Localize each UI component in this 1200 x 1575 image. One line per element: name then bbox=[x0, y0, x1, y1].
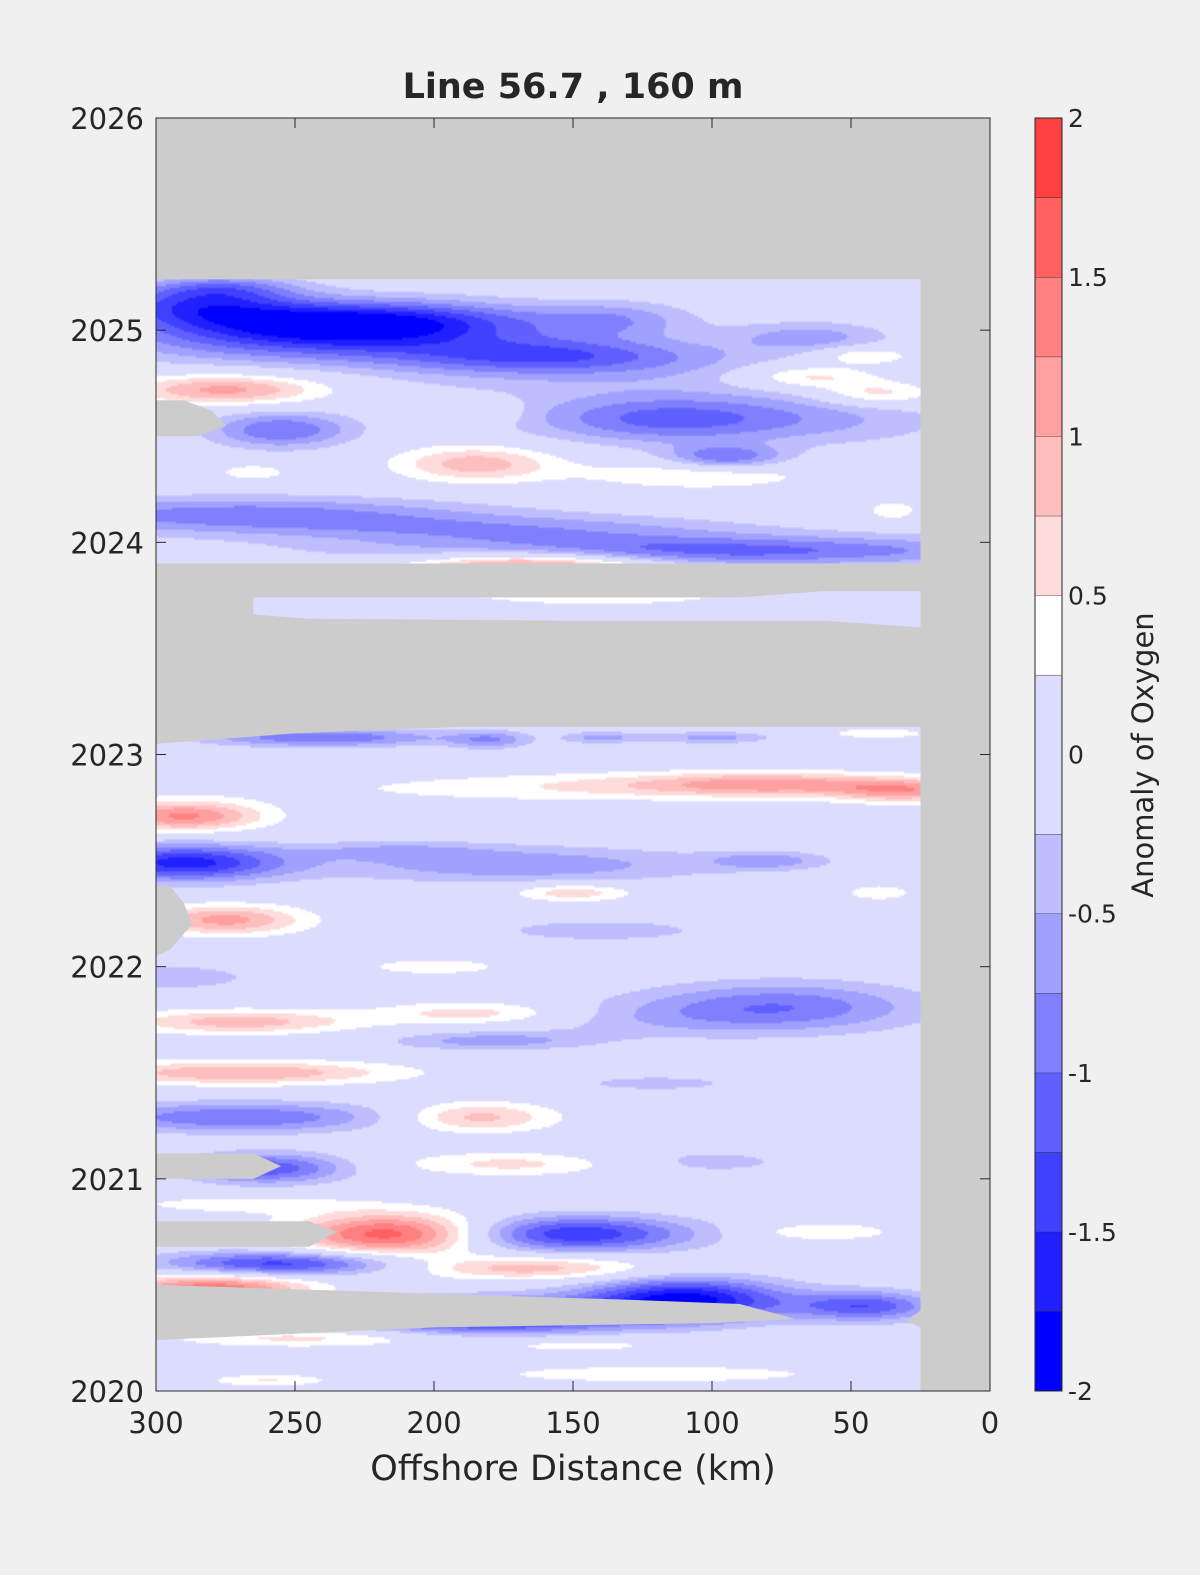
colorbar-band bbox=[1035, 1311, 1062, 1391]
nodata-region bbox=[156, 597, 921, 744]
nodata-region bbox=[156, 1153, 282, 1179]
colorbar-ticks: 2 1.5 1 0.5 0 -0.5 -1 -1.5 -2 bbox=[1068, 104, 1117, 1406]
colorbar-band bbox=[1035, 118, 1062, 198]
nodata-region bbox=[156, 400, 226, 437]
chart-title: Line 56.7 , 160 m bbox=[403, 67, 744, 107]
x-tick-label: 0 bbox=[981, 1406, 999, 1440]
colorbar-tick-label: 1 bbox=[1068, 422, 1084, 451]
colorbar-band bbox=[1035, 277, 1062, 357]
x-tick-label: 50 bbox=[833, 1406, 870, 1440]
x-tick-label: 300 bbox=[128, 1406, 183, 1440]
colorbar-tick-label: 2 bbox=[1068, 104, 1084, 133]
colorbar-band bbox=[1035, 197, 1062, 278]
colorbar-tick-label: -2 bbox=[1068, 1377, 1093, 1406]
x-tick-label: 100 bbox=[684, 1406, 739, 1440]
colorbar: 2 1.5 1 0.5 0 -0.5 -1 -1.5 -2 bbox=[1034, 104, 1117, 1406]
colorbar-frame bbox=[1034, 117, 1063, 1392]
nodata-region bbox=[156, 563, 921, 598]
colorbar-band bbox=[1035, 1072, 1062, 1153]
nodata-region bbox=[156, 118, 990, 1391]
colorbar-band bbox=[1035, 1231, 1062, 1312]
y-tick-label: 2024 bbox=[70, 526, 144, 560]
colorbar-bands bbox=[1035, 117, 1062, 1391]
y-tick-label: 2026 bbox=[70, 102, 144, 136]
y-tick-label: 2021 bbox=[70, 1163, 144, 1197]
colorbar-band bbox=[1035, 913, 1062, 994]
y-tick-label: 2020 bbox=[70, 1375, 144, 1409]
heatmap-field bbox=[156, 118, 990, 1391]
x-tick-labels: 300 250 200 150 100 50 0 bbox=[128, 1406, 999, 1440]
colorbar-band bbox=[1035, 834, 1062, 914]
colorbar-band bbox=[1035, 436, 1062, 516]
nodata-region bbox=[156, 1284, 796, 1341]
y-tick-label: 2023 bbox=[70, 739, 144, 773]
colorbar-band bbox=[1035, 674, 1062, 835]
colorbar-tick-label: -1 bbox=[1068, 1059, 1093, 1088]
colorbar-tick-label: 0.5 bbox=[1068, 581, 1108, 610]
nodata-region bbox=[156, 1221, 337, 1247]
x-axis-label: Offshore Distance (km) bbox=[370, 1449, 776, 1489]
colorbar-band bbox=[1035, 595, 1062, 675]
colorbar-tick-label: 1.5 bbox=[1068, 263, 1108, 292]
colorbar-band bbox=[1035, 993, 1062, 1073]
y-tick-label: 2022 bbox=[70, 951, 144, 985]
plot-area bbox=[155, 117, 991, 1392]
colorbar-band bbox=[1035, 356, 1062, 437]
colorbar-label: Anomaly of Oxygen bbox=[1126, 612, 1160, 897]
y-tick-labels: 2020 2021 2022 2023 2024 2025 2026 bbox=[70, 102, 144, 1409]
x-tick-label: 250 bbox=[267, 1406, 322, 1440]
nodata-layer bbox=[156, 118, 990, 1391]
x-tick-label: 150 bbox=[545, 1406, 600, 1440]
colorbar-tick-label: -1.5 bbox=[1068, 1218, 1117, 1247]
plot-frame bbox=[155, 117, 991, 1392]
y-tick-label: 2025 bbox=[70, 314, 144, 348]
nodata-region bbox=[156, 886, 193, 957]
x-tick-label: 200 bbox=[406, 1406, 461, 1440]
colorbar-band bbox=[1035, 1152, 1062, 1232]
colorbar-tick-label: 0 bbox=[1068, 741, 1084, 770]
colorbar-tick-label: -0.5 bbox=[1068, 900, 1117, 929]
nodata-region bbox=[906, 1310, 921, 1328]
colorbar-band bbox=[1035, 515, 1062, 596]
